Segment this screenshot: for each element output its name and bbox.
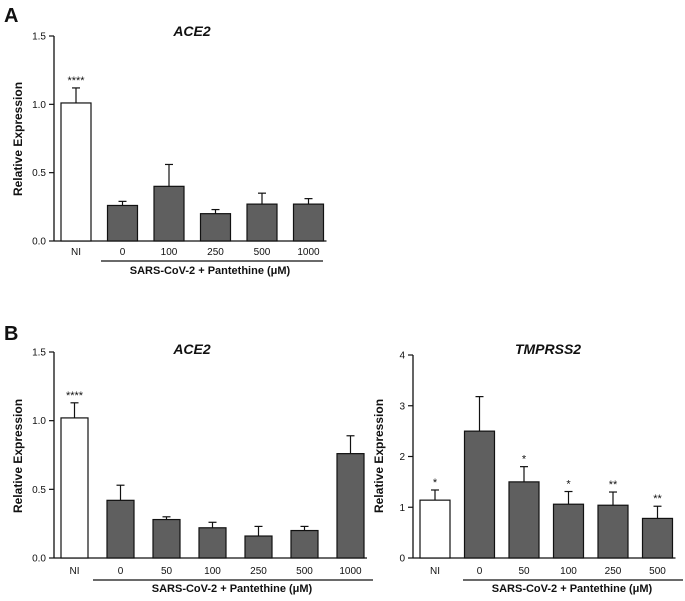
- y-tick-label: 0.5: [32, 168, 46, 179]
- category-label: 500: [254, 247, 271, 258]
- y-tick-label: 0.0: [32, 554, 46, 565]
- category-label: 250: [207, 247, 224, 258]
- bar-0: [463, 430, 496, 559]
- category-label: 100: [204, 566, 221, 577]
- bar-500: [290, 529, 319, 559]
- panel-letter-b: B: [4, 323, 18, 345]
- significance-mark: **: [609, 479, 618, 491]
- bar-250: [597, 504, 629, 559]
- chart-b-tmprss2: TMPRSS2 Relative Expression SARS-CoV-2 +…: [372, 341, 683, 595]
- category-label: 100: [161, 247, 178, 258]
- bar-250: [244, 535, 273, 559]
- significance-mark: *: [522, 454, 527, 466]
- group-label: SARS-CoV-2 + Pantethine (μM): [152, 583, 313, 595]
- significance-mark: *: [566, 479, 571, 491]
- y-tick-label: 3: [399, 401, 405, 412]
- category-label: 1000: [339, 566, 362, 577]
- chart-title: ACE2: [172, 23, 211, 39]
- category-label: NI: [71, 247, 81, 258]
- bar-50: [508, 481, 540, 559]
- y-tick-label: 1: [399, 503, 405, 514]
- y-axis-title: Relative Expression: [11, 82, 25, 196]
- category-label: 50: [161, 566, 173, 577]
- bar-ni: [419, 499, 451, 559]
- category-label: 250: [605, 566, 622, 577]
- significance-mark: ****: [66, 390, 84, 402]
- bar-0: [106, 204, 139, 242]
- bar-100: [153, 185, 185, 242]
- category-label: 50: [518, 566, 530, 577]
- bar-500: [641, 517, 674, 559]
- y-tick-label: 0: [399, 554, 405, 565]
- category-label: 500: [649, 566, 666, 577]
- panel-letter-a: A: [4, 5, 18, 27]
- bar-1000: [336, 453, 365, 559]
- category-label: 1000: [297, 247, 320, 258]
- y-tick-label: 0.0: [32, 237, 46, 248]
- bar-500: [246, 203, 278, 242]
- bar-0: [106, 499, 135, 559]
- bar-ni: [60, 417, 89, 559]
- y-tick-label: 0.5: [32, 485, 46, 496]
- group-label: SARS-CoV-2 + Pantethine (μM): [492, 583, 653, 595]
- bar-250: [199, 213, 232, 242]
- bar-100: [198, 527, 227, 559]
- y-tick-label: 1.5: [32, 32, 46, 43]
- category-label: 0: [120, 247, 126, 258]
- chart-b-ace2: ACE2 Relative Expression SARS-CoV-2 + Pa…: [11, 341, 373, 595]
- category-label: 100: [560, 566, 577, 577]
- category-label: 0: [118, 566, 124, 577]
- category-label: 250: [250, 566, 267, 577]
- bar-100: [552, 503, 585, 559]
- category-label: 0: [477, 566, 483, 577]
- chart-title: TMPRSS2: [515, 341, 581, 357]
- y-tick-label: 1.5: [32, 348, 46, 359]
- y-tick-label: 1.0: [32, 100, 46, 111]
- category-label: 500: [296, 566, 313, 577]
- chart-title: ACE2: [172, 341, 211, 357]
- significance-mark: ****: [67, 75, 85, 87]
- significance-mark: **: [653, 493, 662, 505]
- y-axis-title: Relative Expression: [11, 399, 25, 513]
- y-tick-label: 1.0: [32, 416, 46, 427]
- y-tick-label: 4: [399, 351, 405, 362]
- significance-mark: *: [433, 477, 438, 489]
- category-label: NI: [430, 566, 440, 577]
- y-tick-label: 2: [399, 452, 405, 463]
- category-label: NI: [70, 566, 80, 577]
- y-axis-title: Relative Expression: [372, 399, 386, 513]
- group-label: SARS-CoV-2 + Pantethine (μM): [130, 265, 291, 277]
- bar-50: [152, 518, 181, 559]
- bar-1000: [292, 203, 325, 242]
- chart-a-ace2: ACE2 Relative Expression SARS-CoV-2 + Pa…: [11, 23, 327, 277]
- bar-ni: [60, 102, 92, 242]
